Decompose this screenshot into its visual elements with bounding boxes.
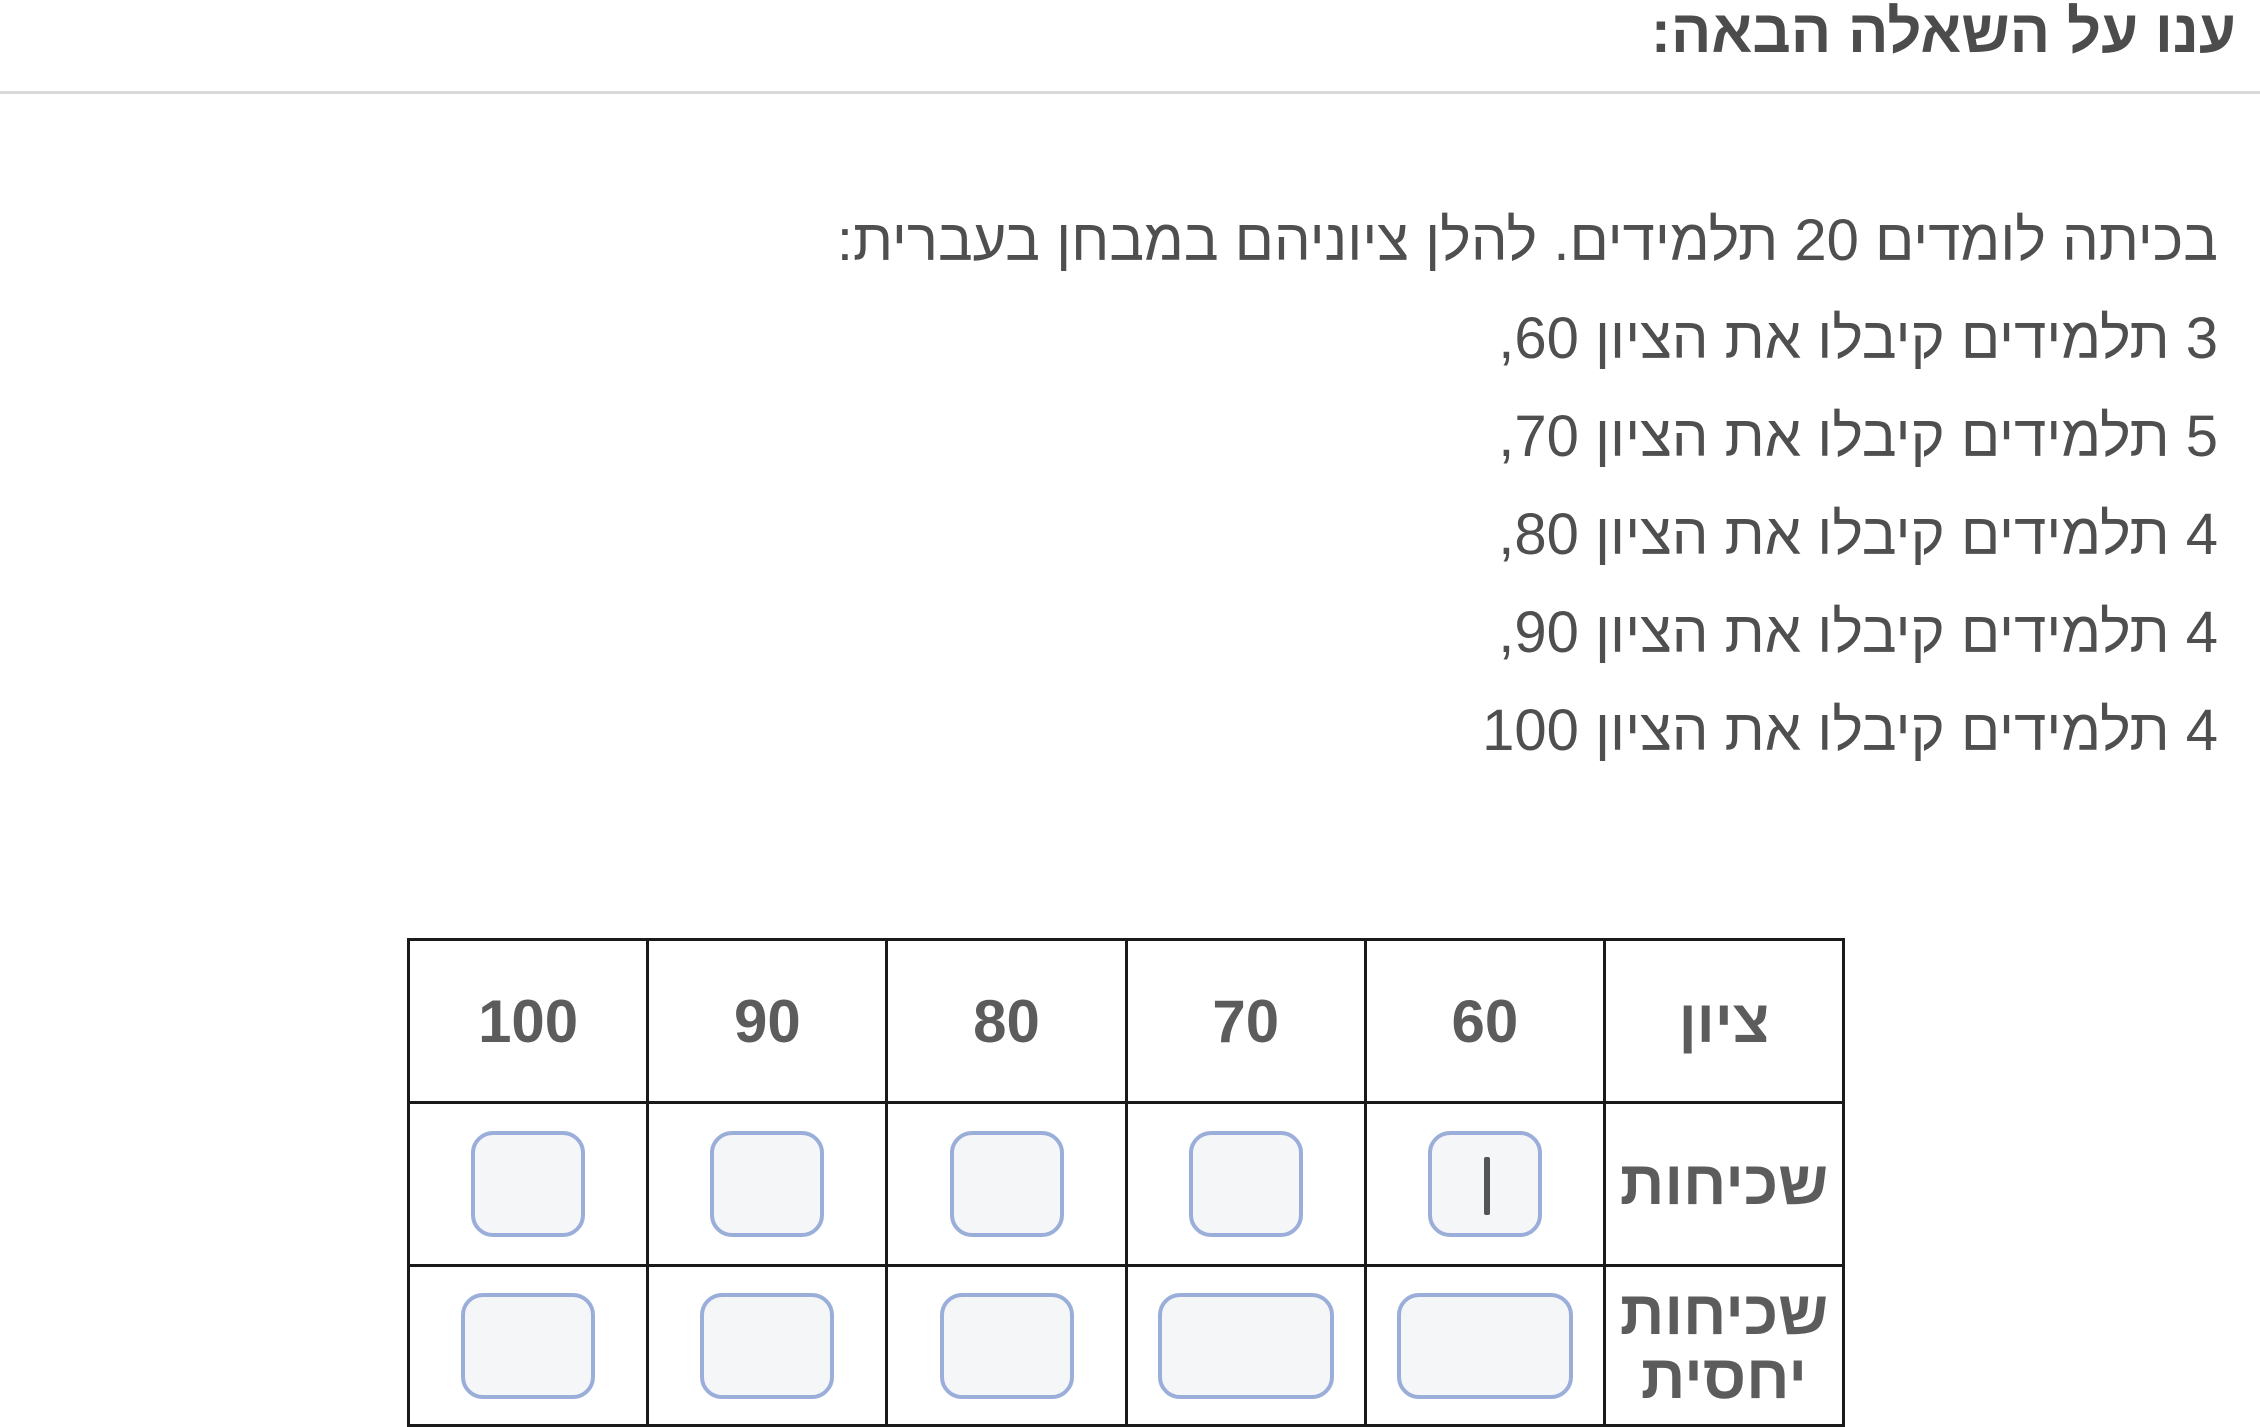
table-row-grades: ציון 60 70 80 90 100 xyxy=(406,938,1845,1104)
question-line: 3 תלמידים קיבלו את הציון 60, xyxy=(1498,306,2218,371)
question-line: 4 תלמידים קיבלו את הציון 100 xyxy=(1482,698,2218,763)
table-cell xyxy=(885,1264,1128,1427)
question-line: 4 תלמידים קיבלו את הציון 90, xyxy=(1498,600,2218,665)
question-line: 4 תלמידים קיבלו את הציון 80, xyxy=(1498,502,2218,567)
table-cell xyxy=(406,1264,650,1427)
relative-frequency-input-60[interactable] xyxy=(1396,1292,1573,1399)
table-row-frequency: שכיחות xyxy=(406,1101,1845,1267)
relative-frequency-input-100[interactable] xyxy=(461,1292,596,1399)
frequency-input-100[interactable] xyxy=(471,1131,586,1237)
page-header: ענו על השאלה הבאה: xyxy=(0,0,2260,94)
page-title: ענו על השאלה הבאה: xyxy=(1650,0,2236,65)
table-cell xyxy=(1363,1264,1607,1427)
text-cursor xyxy=(1483,1157,1490,1215)
grade-header: 60 xyxy=(1363,938,1607,1104)
question-line: 5 תלמידים קיבלו את הציון 70, xyxy=(1498,404,2218,469)
frequency-input-90[interactable] xyxy=(710,1131,825,1237)
grade-header: 80 xyxy=(885,938,1128,1104)
frequency-input-60[interactable] xyxy=(1427,1131,1542,1237)
row-label-grade: ציון xyxy=(1603,938,1845,1104)
relative-frequency-input-70[interactable] xyxy=(1157,1292,1334,1399)
relative-frequency-input-90[interactable] xyxy=(700,1292,835,1399)
frequency-input-70[interactable] xyxy=(1188,1131,1303,1237)
table-row-relative-frequency: שכיחות יחסית xyxy=(406,1264,1845,1427)
table-cell xyxy=(646,1101,889,1267)
frequency-input-80[interactable] xyxy=(949,1131,1064,1237)
grade-header: 90 xyxy=(646,938,889,1104)
question-intro: בכיתה לומדים 20 תלמידים. להלן ציוניהם במ… xyxy=(836,208,2218,273)
question-text: בכיתה לומדים 20 תלמידים. להלן ציוניהם במ… xyxy=(318,192,2218,780)
frequency-table: ציון 60 70 80 90 100 שכיחות שכיחות יחסית xyxy=(406,938,1845,1427)
row-label-frequency: שכיחות xyxy=(1603,1101,1845,1267)
grade-header: 70 xyxy=(1124,938,1367,1104)
relative-frequency-input-80[interactable] xyxy=(939,1292,1074,1399)
table-cell xyxy=(1124,1101,1367,1267)
table-cell xyxy=(885,1101,1128,1267)
row-label-relative-frequency: שכיחות יחסית xyxy=(1603,1264,1845,1427)
table-cell xyxy=(646,1264,889,1427)
grade-header: 100 xyxy=(406,938,650,1104)
table-cell xyxy=(1363,1101,1607,1267)
table-cell xyxy=(406,1101,650,1267)
table-cell xyxy=(1124,1264,1367,1427)
